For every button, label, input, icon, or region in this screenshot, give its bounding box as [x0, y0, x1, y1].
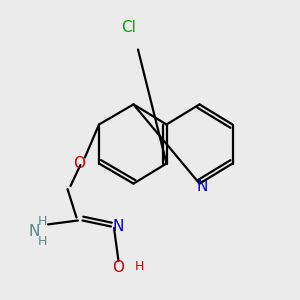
- Text: O: O: [73, 156, 85, 171]
- Text: H: H: [135, 260, 144, 274]
- Text: H: H: [37, 215, 47, 228]
- Text: N: N: [197, 179, 208, 194]
- Text: H: H: [37, 235, 47, 248]
- Text: Cl: Cl: [122, 20, 136, 34]
- Text: O: O: [112, 260, 124, 274]
- Text: N: N: [113, 219, 124, 234]
- Text: N: N: [29, 224, 40, 239]
